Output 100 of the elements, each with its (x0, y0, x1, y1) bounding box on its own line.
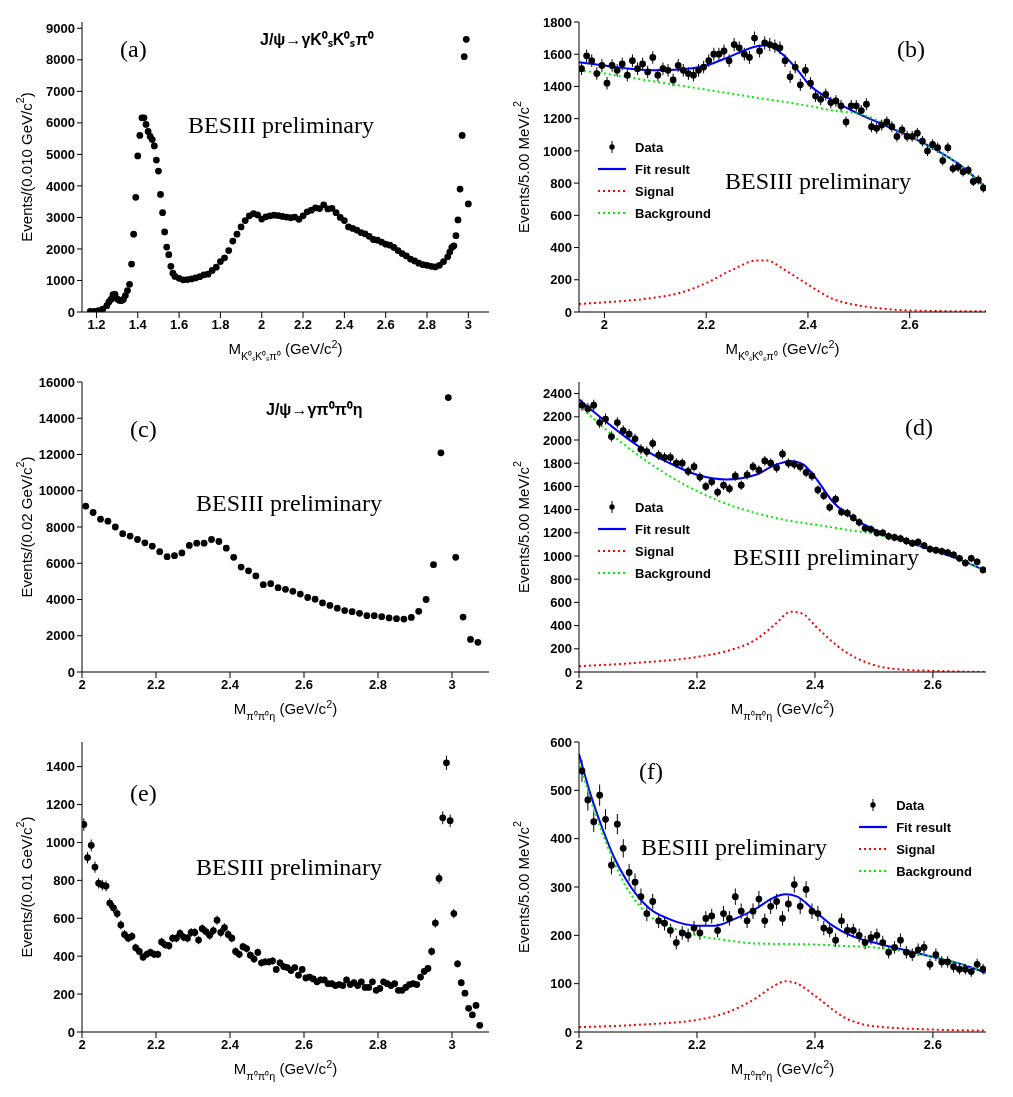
x-tick-label: 2.2 (687, 1037, 707, 1053)
x-axis-title: M$_{π⁰π⁰η}$ (GeV/c$^{2}$) (730, 1058, 835, 1082)
annotation: BESIII preliminary (196, 490, 382, 517)
x-tick-label: 2.8 (368, 677, 388, 693)
y-tick-label: 0 (67, 1024, 75, 1040)
y-tick-label: 200 (550, 272, 572, 288)
x-tick-label: 1.6 (170, 317, 189, 333)
x-tick-label: 3 (464, 317, 472, 333)
y-tick-label: 3000 (46, 210, 75, 226)
x-axis-title: M$_{π⁰π⁰η}$ (GeV/c$^{2}$) (233, 1058, 338, 1082)
annotation: BESIII preliminary (725, 168, 911, 195)
y-tick-label: 5000 (46, 147, 75, 163)
y-tick-label: 800 (550, 175, 572, 191)
y-tick-label: 600 (550, 207, 572, 223)
y-tick-label: 1000 (46, 273, 75, 289)
legend-label: Signal (635, 183, 675, 199)
x-tick-label: 3 (448, 1037, 456, 1053)
y-tick-label: 1200 (543, 111, 572, 127)
y-tick-label: 2000 (46, 241, 75, 257)
x-axis-title: M$_{π⁰π⁰η}$ (GeV/c$^{2}$) (730, 698, 835, 722)
x-tick-label: 2.2 (146, 677, 166, 693)
annotation: (a) (120, 36, 147, 63)
annotation: (f) (639, 758, 663, 785)
y-tick-label: 7000 (46, 83, 75, 99)
y-tick-label: 1200 (543, 525, 572, 541)
x-tick-label: 2.8 (368, 1037, 388, 1053)
x-tick-label: 2.6 (900, 317, 919, 333)
y-tick-label: 800 (550, 571, 572, 587)
y-tick-label: 2200 (543, 409, 572, 425)
y-tick-label: 12000 (38, 447, 75, 463)
x-tick-label: 3 (448, 677, 456, 693)
y-tick-label: 14000 (38, 410, 75, 426)
annotation: BESIII preliminary (733, 544, 919, 571)
y-tick-label: 400 (550, 240, 572, 256)
y-tick-label: 6000 (46, 555, 75, 571)
annotation: (d) (905, 414, 933, 441)
x-tick-label: 2.4 (798, 317, 818, 333)
x-axis-title: M$_{π⁰π⁰η}$ (GeV/c$^{2}$) (233, 698, 338, 722)
y-tick-label: 1400 (46, 759, 75, 775)
y-tick-label: 4000 (46, 178, 75, 194)
y-tick-label: 400 (550, 618, 572, 634)
annotation: BESIII preliminary (641, 834, 827, 861)
y-tick-label: 300 (550, 879, 572, 895)
y-tick-label: 0 (564, 304, 572, 320)
y-tick-label: 1600 (543, 479, 572, 495)
y-tick-label: 400 (550, 831, 572, 847)
x-tick-label: 2.8 (417, 317, 437, 333)
y-tick-label: 200 (550, 927, 572, 943)
y-tick-label: 1400 (543, 79, 572, 95)
y-tick-label: 1200 (46, 797, 75, 813)
x-tick-label: 1.8 (211, 317, 230, 333)
y-tick-label: 0 (67, 664, 75, 680)
y-tick-label: 0 (564, 1024, 572, 1040)
x-tick-label: 2.2 (146, 1037, 166, 1053)
annotation: J/ψ→γπ⁰π⁰η (266, 400, 363, 420)
x-tick-label: 2.2 (687, 677, 707, 693)
annotation: BESIII preliminary (188, 112, 374, 139)
y-tick-label: 8000 (46, 519, 75, 535)
annotation: (c) (130, 416, 157, 443)
x-tick-label: 1.4 (128, 317, 148, 333)
x-tick-label: 2.4 (805, 1037, 825, 1053)
y-tick-label: 500 (550, 782, 572, 798)
legend-label: Fit result (635, 521, 690, 537)
y-tick-label: 200 (550, 641, 572, 657)
y-tick-label: 8000 (46, 52, 75, 68)
y-tick-label: 4000 (46, 592, 75, 608)
y-tick-label: 1000 (46, 835, 75, 851)
y-tick-label: 600 (550, 595, 572, 611)
annotation: (e) (130, 780, 157, 807)
x-tick-label: 2.4 (220, 1037, 240, 1053)
x-tick-label: 2.6 (294, 1037, 314, 1053)
legend-label: Data (635, 499, 664, 515)
legend-label: Data (896, 797, 925, 813)
y-tick-label: 6000 (46, 115, 75, 131)
y-tick-label: 1000 (543, 548, 572, 564)
y-tick-label: 600 (550, 734, 572, 750)
y-tick-label: 1400 (543, 502, 572, 518)
annotation: BESIII preliminary (196, 854, 382, 881)
x-axis-title: M$_{K⁰ₛK⁰ₛπ⁰}$ (GeV/c$^{2}$) (228, 338, 343, 362)
x-tick-label: 2 (258, 317, 266, 333)
y-tick-label: 200 (53, 986, 75, 1002)
x-tick-label: 2.6 (376, 317, 395, 333)
x-tick-label: 2.2 (697, 317, 716, 333)
x-tick-label: 2.6 (923, 677, 942, 693)
x-tick-label: 2.2 (294, 317, 313, 333)
y-tick-label: 1800 (543, 14, 572, 30)
x-tick-label: 2 (78, 677, 86, 693)
annotation: (b) (897, 36, 925, 63)
legend-label: Data (635, 139, 664, 155)
x-tick-label: 1.2 (87, 317, 106, 333)
y-tick-label: 1600 (543, 46, 572, 62)
y-tick-label: 0 (564, 664, 572, 680)
y-tick-label: 1800 (543, 455, 572, 471)
x-axis-title: M$_{K⁰ₛK⁰ₛπ⁰}$ (GeV/c$^{2}$) (725, 338, 840, 362)
x-tick-label: 2 (575, 1037, 583, 1053)
legend-label: Background (635, 205, 711, 221)
y-tick-label: 10000 (38, 483, 75, 499)
x-tick-label: 2 (575, 677, 583, 693)
y-tick-label: 400 (53, 948, 75, 964)
y-tick-label: 1000 (543, 143, 572, 159)
